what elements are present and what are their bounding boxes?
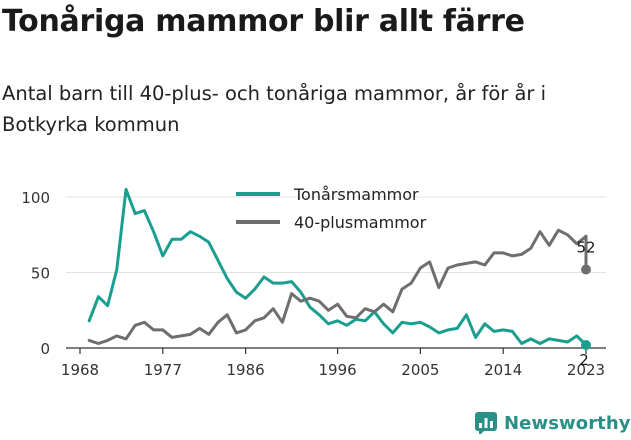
legend-label[interactable]: 40-plusmammor	[294, 213, 427, 232]
end-label-40plusmammor: 52	[576, 238, 595, 256]
y-axis: 0 50 100	[21, 189, 50, 358]
newsworthy-logo-icon	[475, 412, 497, 434]
x-axis: 1968 1977 1986 1996 2005 2014 2023	[61, 348, 605, 379]
chart-title: Tonåriga mammor blir allt färre	[2, 4, 525, 39]
y-tick-label: 50	[31, 265, 50, 283]
x-tick-label: 2023	[567, 361, 605, 379]
end-markers: 2 52	[576, 238, 595, 369]
legend[interactable]: Tonårsmammor 40-plusmammor	[236, 185, 427, 232]
brand-name: Newsworthy	[504, 412, 631, 434]
series-line-40plusmammor	[87, 228, 588, 345]
legend-label[interactable]: Tonårsmammor	[293, 185, 419, 204]
y-tick-label: 100	[21, 189, 50, 207]
x-tick-label: 2014	[484, 361, 522, 379]
end-marker-tonarsmammor	[581, 339, 591, 350]
end-marker-40plusmammor	[581, 264, 591, 275]
newsworthy-brand[interactable]: Newsworthy	[475, 406, 631, 440]
y-tick-label: 0	[40, 340, 50, 358]
x-tick-label: 1996	[319, 361, 357, 379]
x-tick-label: 1968	[61, 361, 99, 379]
x-tick-label: 1986	[227, 361, 265, 379]
end-label-tonarsmammor: 2	[579, 351, 589, 369]
x-tick-label: 1977	[144, 361, 182, 379]
series-line-tonarsmammor	[87, 187, 588, 347]
series-lines	[87, 187, 588, 347]
x-tick-label: 2005	[401, 361, 439, 379]
gridlines	[66, 196, 606, 349]
chart-subtitle: Antal barn till 40-plus- och tonåriga ma…	[2, 82, 547, 136]
